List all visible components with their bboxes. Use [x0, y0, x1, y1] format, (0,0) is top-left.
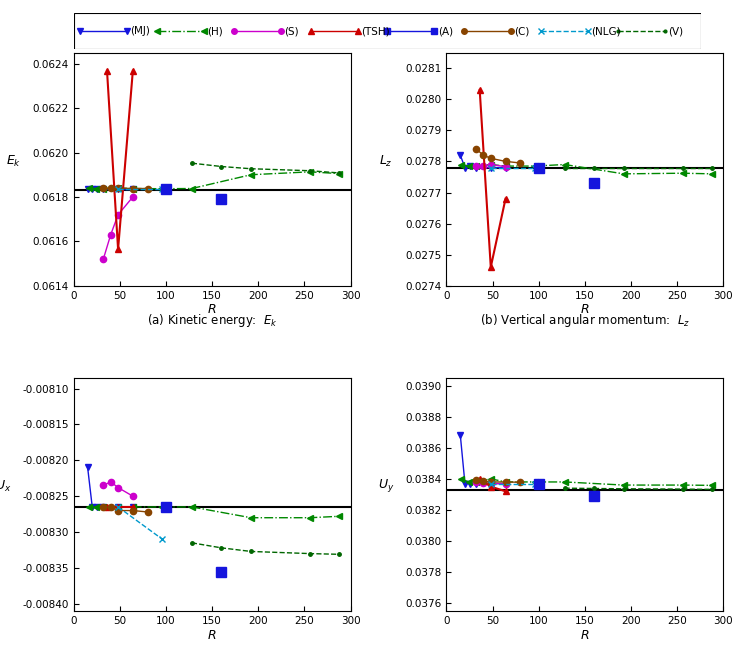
- Text: (A): (A): [438, 26, 452, 36]
- Text: (S): (S): [284, 26, 299, 36]
- Text: (TSH): (TSH): [361, 26, 390, 36]
- Text: (a) Kinetic energy:  $E_k$: (a) Kinetic energy: $E_k$: [147, 312, 277, 329]
- Text: (H): (H): [207, 26, 223, 36]
- Text: (MJ): (MJ): [131, 26, 150, 36]
- Text: (NLG): (NLG): [591, 26, 621, 36]
- X-axis label: $R$: $R$: [207, 304, 217, 317]
- Y-axis label: $L_z$: $L_z$: [379, 154, 393, 170]
- Y-axis label: $U_x$: $U_x$: [0, 480, 11, 495]
- X-axis label: $R$: $R$: [580, 629, 590, 642]
- Text: (V): (V): [668, 26, 683, 36]
- Text: (b) Vertical angular momentum:  $L_z$: (b) Vertical angular momentum: $L_z$: [480, 312, 690, 329]
- Text: (C): (C): [514, 26, 530, 36]
- X-axis label: $R$: $R$: [580, 304, 590, 317]
- Y-axis label: $E_k$: $E_k$: [6, 154, 21, 170]
- X-axis label: $R$: $R$: [207, 629, 217, 642]
- Y-axis label: $U_y$: $U_y$: [378, 478, 394, 495]
